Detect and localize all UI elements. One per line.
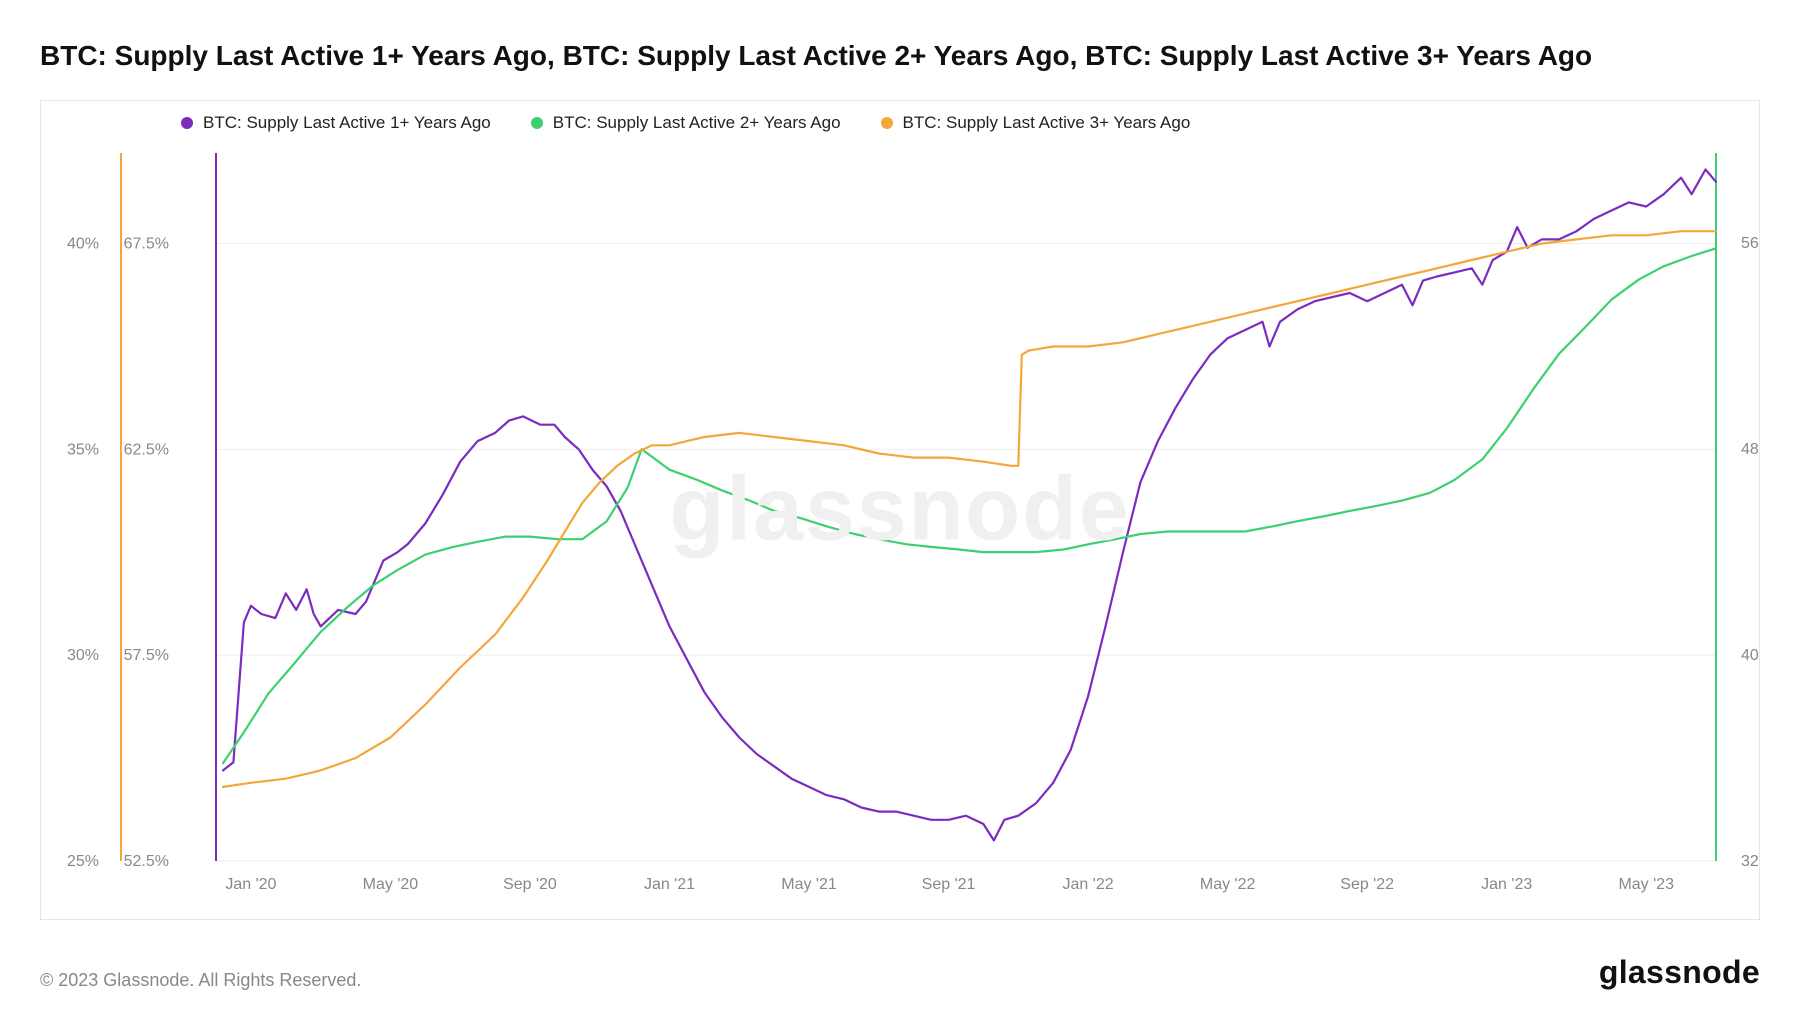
svg-text:25%: 25% xyxy=(67,853,99,870)
svg-text:Sep '22: Sep '22 xyxy=(1340,876,1394,893)
legend-dot-icon xyxy=(531,117,543,129)
chart-svg: 25% 30% 35% 40% 52.5% 57.5% 62.5% 67.5% 32% 40% 48… xyxy=(41,101,1759,919)
svg-text:56%: 56% xyxy=(1741,235,1759,252)
legend: BTC: Supply Last Active 1+ Years Ago BTC… xyxy=(181,113,1190,133)
svg-text:40%: 40% xyxy=(1741,647,1759,664)
svg-text:Jan '21: Jan '21 xyxy=(644,876,695,893)
chart-title: BTC: Supply Last Active 1+ Years Ago, BT… xyxy=(40,40,1760,72)
svg-text:Sep '20: Sep '20 xyxy=(503,876,557,893)
legend-item: BTC: Supply Last Active 1+ Years Ago xyxy=(181,113,491,133)
svg-text:May '23: May '23 xyxy=(1618,876,1674,893)
svg-text:Jan '23: Jan '23 xyxy=(1481,876,1532,893)
svg-text:May '22: May '22 xyxy=(1200,876,1256,893)
legend-label: BTC: Supply Last Active 2+ Years Ago xyxy=(553,113,841,133)
svg-text:May '20: May '20 xyxy=(363,876,419,893)
svg-text:48%: 48% xyxy=(1741,441,1759,458)
svg-text:35%: 35% xyxy=(67,441,99,458)
legend-dot-icon xyxy=(181,117,193,129)
svg-text:Jan '22: Jan '22 xyxy=(1063,876,1114,893)
legend-item: BTC: Supply Last Active 2+ Years Ago xyxy=(531,113,841,133)
legend-item: BTC: Supply Last Active 3+ Years Ago xyxy=(881,113,1191,133)
svg-text:Jan '20: Jan '20 xyxy=(225,876,276,893)
svg-text:62.5%: 62.5% xyxy=(124,441,169,458)
brand-logo: glassnode xyxy=(1599,954,1760,991)
legend-dot-icon xyxy=(881,117,893,129)
svg-text:52.5%: 52.5% xyxy=(124,853,169,870)
svg-text:30%: 30% xyxy=(67,647,99,664)
svg-text:Sep '21: Sep '21 xyxy=(922,876,976,893)
svg-text:57.5%: 57.5% xyxy=(124,647,169,664)
chart-container: glassnode BTC: Supply Last Active 1+ Yea… xyxy=(40,100,1760,920)
svg-text:May '21: May '21 xyxy=(781,876,837,893)
svg-text:67.5%: 67.5% xyxy=(124,236,169,253)
svg-text:32%: 32% xyxy=(1741,853,1759,870)
copyright: © 2023 Glassnode. All Rights Reserved. xyxy=(40,970,361,991)
legend-label: BTC: Supply Last Active 1+ Years Ago xyxy=(203,113,491,133)
svg-text:40%: 40% xyxy=(67,236,99,253)
legend-label: BTC: Supply Last Active 3+ Years Ago xyxy=(903,113,1191,133)
